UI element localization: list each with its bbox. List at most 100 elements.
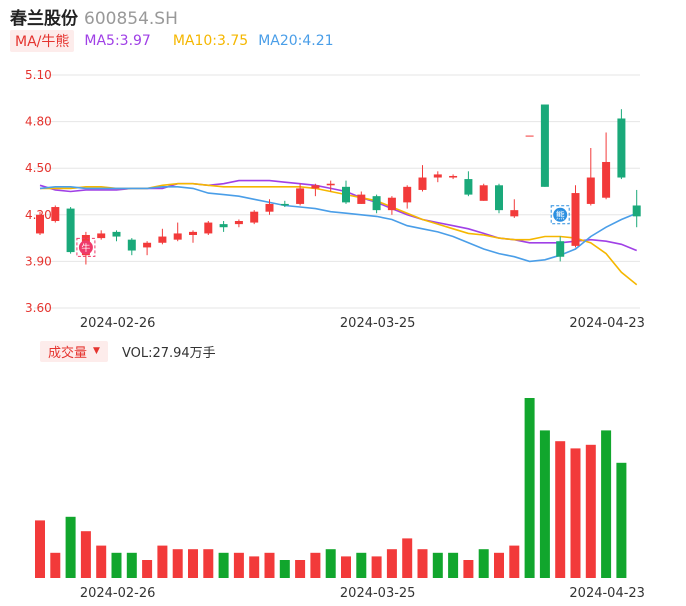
price-y-tick-label: 4.80 [25,115,52,129]
candle[interactable] [602,132,611,200]
volume-bar[interactable] [509,545,520,578]
volume-indicator-selector[interactable]: 成交量 ▼ [40,340,108,362]
ma-indicator-selector[interactable]: MA/牛熊 [10,30,75,52]
candle[interactable] [173,222,182,242]
candle[interactable] [97,230,106,240]
candle-body [495,185,503,211]
volume-bar[interactable] [585,444,596,578]
candle[interactable] [204,221,213,235]
volume-bar[interactable] [402,538,413,578]
candle[interactable] [66,207,75,254]
volume-bar[interactable] [555,441,566,578]
candle[interactable] [418,165,427,192]
volume-bar[interactable] [188,549,198,578]
candle[interactable] [525,135,534,137]
volume-bar[interactable] [65,516,76,578]
candle[interactable] [112,230,121,242]
volume-bar[interactable] [478,549,489,578]
volume-bar[interactable] [539,430,550,578]
volume-bar[interactable] [96,545,107,578]
candle[interactable] [311,183,320,197]
price-y-tick-label: 3.60 [25,301,52,315]
candle-body [219,224,228,228]
volume-bar[interactable] [524,398,535,578]
volume-bar[interactable] [570,448,581,578]
candle[interactable] [387,196,396,215]
bull-marker[interactable]: 牛 [76,237,96,257]
candle[interactable] [433,171,442,183]
candle[interactable] [36,211,44,235]
candle[interactable] [234,219,243,228]
volume-bar[interactable] [142,560,153,578]
volume-bar[interactable] [157,545,168,578]
candle[interactable] [280,200,289,208]
bear-marker-label: 熊 [556,209,565,221]
volume-bar[interactable] [432,552,443,578]
candle[interactable] [143,241,152,256]
volume-bar[interactable] [35,520,45,578]
price-y-tick-label: 3.90 [25,254,52,268]
volume-bar[interactable] [601,430,612,578]
candle[interactable] [250,210,259,225]
volume-bar[interactable] [126,552,137,578]
candle[interactable] [617,109,626,180]
candle[interactable] [464,171,473,197]
volume-bar[interactable] [616,462,627,578]
volume-bar[interactable] [50,552,61,578]
volume-bar[interactable] [325,549,336,578]
candle-body [234,221,243,225]
candle[interactable] [158,228,167,245]
volume-bar[interactable] [448,552,459,578]
ma-line-ma10 [40,182,638,286]
candle[interactable] [510,199,519,218]
candle-body [342,186,350,203]
candle[interactable] [127,238,136,256]
signal-markers: 牛熊 [76,205,570,257]
volume-bar[interactable] [279,560,290,578]
volume-bar[interactable] [203,549,214,578]
bear-marker[interactable]: 熊 [550,205,570,225]
volume-bar[interactable] [371,556,382,578]
ma-legend: MA/牛熊 MA5:3.97 MA10:3.75 MA20:4.21 [10,30,334,52]
volume-bar[interactable] [172,549,183,578]
candle[interactable] [449,174,458,180]
volume-bar[interactable] [295,560,306,578]
candle-body [143,242,152,248]
volume-bar[interactable] [341,556,351,578]
volume-x-tick-label: 2024-04-23 [569,586,645,601]
candle[interactable] [403,185,412,209]
candle[interactable] [296,183,305,206]
candle[interactable] [556,236,565,262]
candle[interactable] [326,180,335,192]
candle[interactable] [51,205,60,223]
candle-body [357,194,366,204]
candle[interactable] [571,185,580,248]
candle-body [280,203,289,206]
volume-bar[interactable] [463,560,474,578]
volume-bar[interactable] [356,552,367,578]
volume-bar[interactable] [111,552,122,578]
volume-bar[interactable] [218,552,229,578]
volume-bar[interactable] [310,552,321,578]
volume-bar[interactable] [494,552,504,578]
volume-bar[interactable] [80,531,91,578]
candle[interactable] [219,221,228,232]
candle-body [510,210,519,217]
candle[interactable] [540,104,549,187]
price-y-ticks: 5.104.804.504.203.903.60 [25,68,52,315]
volume-bar[interactable] [233,552,244,578]
candle[interactable] [189,230,197,243]
candle[interactable] [342,180,350,204]
volume-bar[interactable] [386,549,397,578]
candle[interactable] [586,148,595,206]
candle[interactable] [357,191,366,204]
candle[interactable] [632,189,641,228]
volume-bar[interactable] [264,552,275,578]
candle[interactable] [372,194,381,214]
volume-bar[interactable] [417,549,428,578]
candle[interactable] [479,183,488,201]
candle[interactable] [265,199,274,215]
candle[interactable] [495,183,503,214]
volume-bar[interactable] [249,556,260,578]
